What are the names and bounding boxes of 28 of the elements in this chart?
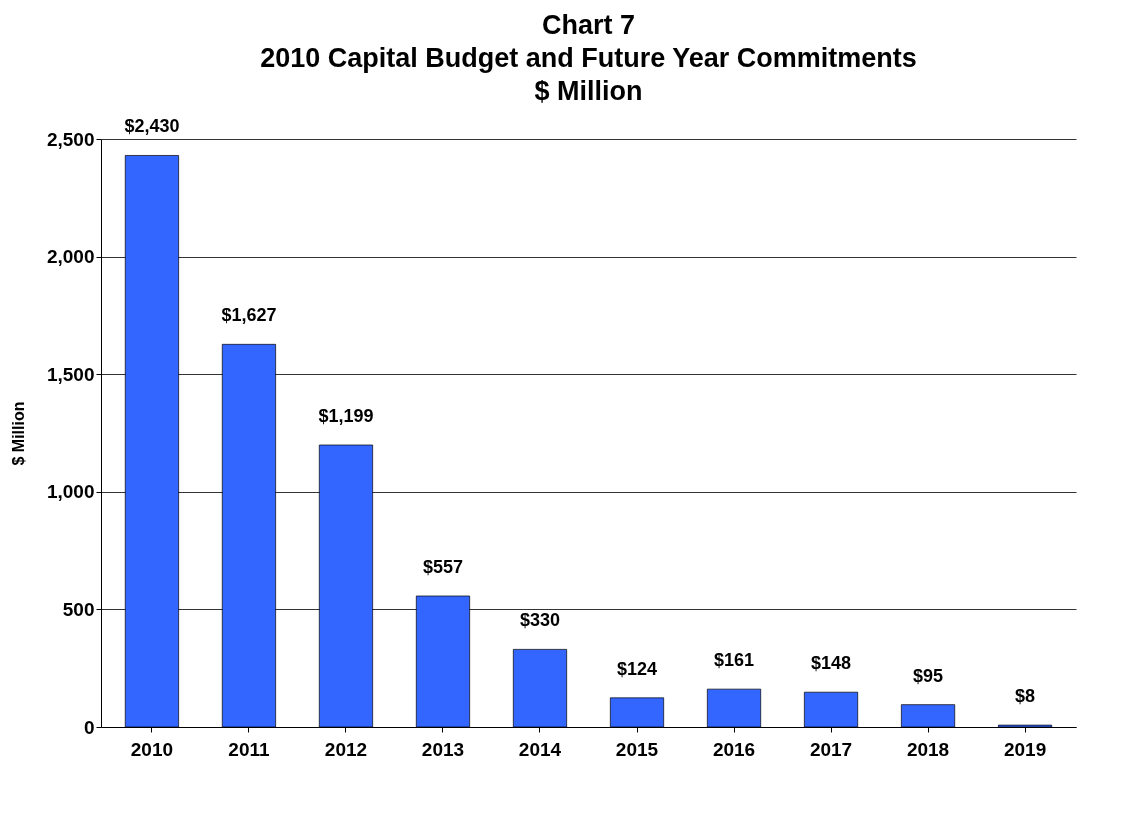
x-tick-label: 2012 (324, 738, 368, 760)
x-tick-label: 2016 (712, 738, 756, 760)
x-tick-label: 2011 (228, 738, 270, 760)
y-tick-label: 1,500 (46, 363, 95, 385)
y-tick-label: 0 (83, 716, 95, 738)
x-tick-label: 2018 (906, 738, 950, 760)
chart-title: Chart 7 2010 Capital Budget and Future Year Commitments $ Million (260, 10, 917, 107)
y-tick-label: 2,000 (46, 246, 95, 268)
data-label: $8 (1015, 686, 1036, 707)
x-tick-label: 2010 (130, 738, 174, 760)
x-tick-label: 2015 (615, 738, 659, 760)
data-label: $124 (616, 658, 658, 679)
data-label: $330 (519, 610, 561, 631)
x-tick-label: 2014 (518, 738, 562, 760)
data-label: $2,430 (124, 116, 180, 137)
x-tick-label: 2019 (1003, 738, 1047, 760)
data-label: $1,627 (221, 305, 277, 326)
data-label: $95 (913, 665, 944, 686)
data-label: $1,199 (318, 406, 374, 426)
y-tick-label: 500 (62, 598, 95, 620)
y-tick-label: 2,500 (46, 128, 95, 150)
data-label: $148 (811, 653, 852, 674)
x-tick-label: 2017 (809, 738, 853, 760)
y-tick-label: 1,000 (46, 481, 95, 503)
y-axis-title: $ Million (9, 401, 27, 466)
x-tick-label: 2013 (421, 738, 465, 760)
data-label: $161 (714, 650, 755, 671)
data-label: $557 (422, 556, 463, 577)
